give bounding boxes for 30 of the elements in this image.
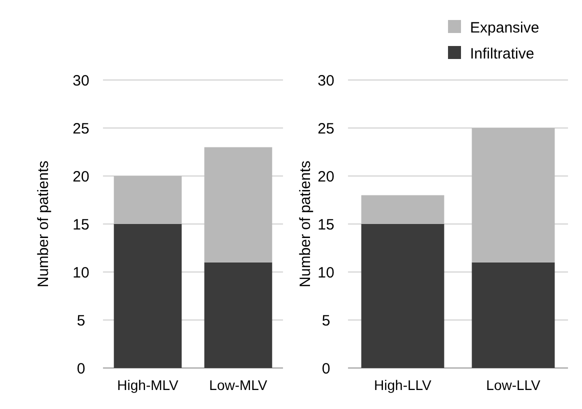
y-tick-label: 30	[318, 72, 334, 90]
x-tick-label: Low-LLV	[486, 377, 542, 393]
y-tick-label: 25	[72, 120, 90, 138]
y-axis-title: Number of patients	[35, 160, 52, 288]
y-tick-label: 5	[76, 312, 86, 330]
y-tick-label: 10	[72, 264, 90, 282]
y-tick-label: 5	[322, 312, 330, 330]
x-tick-label: High-LLV	[374, 377, 432, 393]
y-tick-label: 0	[76, 360, 86, 378]
y-axis-title: Number of patients	[297, 160, 314, 288]
y-tick-label: 15	[318, 216, 334, 234]
bar	[204, 147, 272, 262]
y-tick-label: 0	[322, 360, 330, 378]
legend-label: Expansive	[470, 19, 540, 36]
bar	[114, 176, 182, 224]
legend-label: Infiltrative	[470, 45, 534, 62]
y-tick-label: 25	[318, 120, 334, 138]
y-tick-label: 30	[72, 72, 90, 90]
bar	[114, 224, 182, 368]
bar	[472, 262, 555, 368]
x-tick-label: Low-MLV	[209, 377, 268, 393]
y-tick-label: 20	[72, 168, 90, 186]
bar	[472, 128, 555, 262]
y-tick-label: 10	[318, 264, 334, 282]
bar	[361, 224, 444, 368]
y-tick-label: 20	[318, 168, 334, 186]
x-tick-label: High-MLV	[117, 377, 180, 393]
bar	[204, 262, 272, 368]
y-tick-label: 15	[72, 216, 90, 234]
bar	[361, 195, 444, 224]
